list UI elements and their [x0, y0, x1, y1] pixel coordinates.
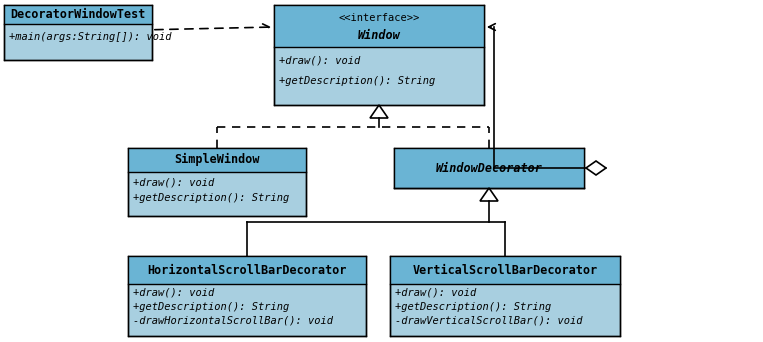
Text: +getDescription(): String: +getDescription(): String	[279, 76, 435, 86]
Text: WindowDecorator: WindowDecorator	[436, 161, 542, 174]
Polygon shape	[586, 161, 606, 175]
Text: +main(args:String[]): void: +main(args:String[]): void	[9, 32, 172, 42]
Bar	[128, 148, 306, 216]
Bar	[128, 148, 306, 172]
Bar	[128, 256, 366, 336]
Text: +getDescription(): String: +getDescription(): String	[395, 302, 551, 312]
Bar	[390, 256, 620, 284]
Text: +draw(): void: +draw(): void	[133, 177, 214, 187]
Text: <<interface>>: <<interface>>	[338, 13, 420, 23]
Text: +draw(): void: +draw(): void	[395, 288, 476, 298]
Bar	[390, 256, 620, 336]
Text: SimpleWindow: SimpleWindow	[174, 153, 259, 167]
Text: DecoratorWindowTest: DecoratorWindowTest	[11, 8, 146, 21]
Bar	[4, 5, 152, 60]
Text: +draw(): void: +draw(): void	[279, 55, 360, 65]
Text: +getDescription(): String: +getDescription(): String	[133, 193, 289, 203]
Text: -drawVerticalScrollBar(): void: -drawVerticalScrollBar(): void	[395, 315, 582, 325]
Bar	[274, 5, 484, 47]
Bar	[274, 5, 484, 105]
Text: +draw(): void: +draw(): void	[133, 288, 214, 298]
Bar	[128, 256, 366, 284]
Text: Window: Window	[358, 29, 401, 42]
Bar	[394, 148, 584, 188]
Text: VerticalScrollBarDecorator: VerticalScrollBarDecorator	[412, 263, 597, 276]
Text: HorizontalScrollBarDecorator: HorizontalScrollBarDecorator	[147, 263, 346, 276]
Bar	[394, 148, 584, 188]
Text: -drawHorizontalScrollBar(): void: -drawHorizontalScrollBar(): void	[133, 315, 333, 325]
Bar	[4, 5, 152, 24]
Text: +getDescription(): String: +getDescription(): String	[133, 302, 289, 312]
